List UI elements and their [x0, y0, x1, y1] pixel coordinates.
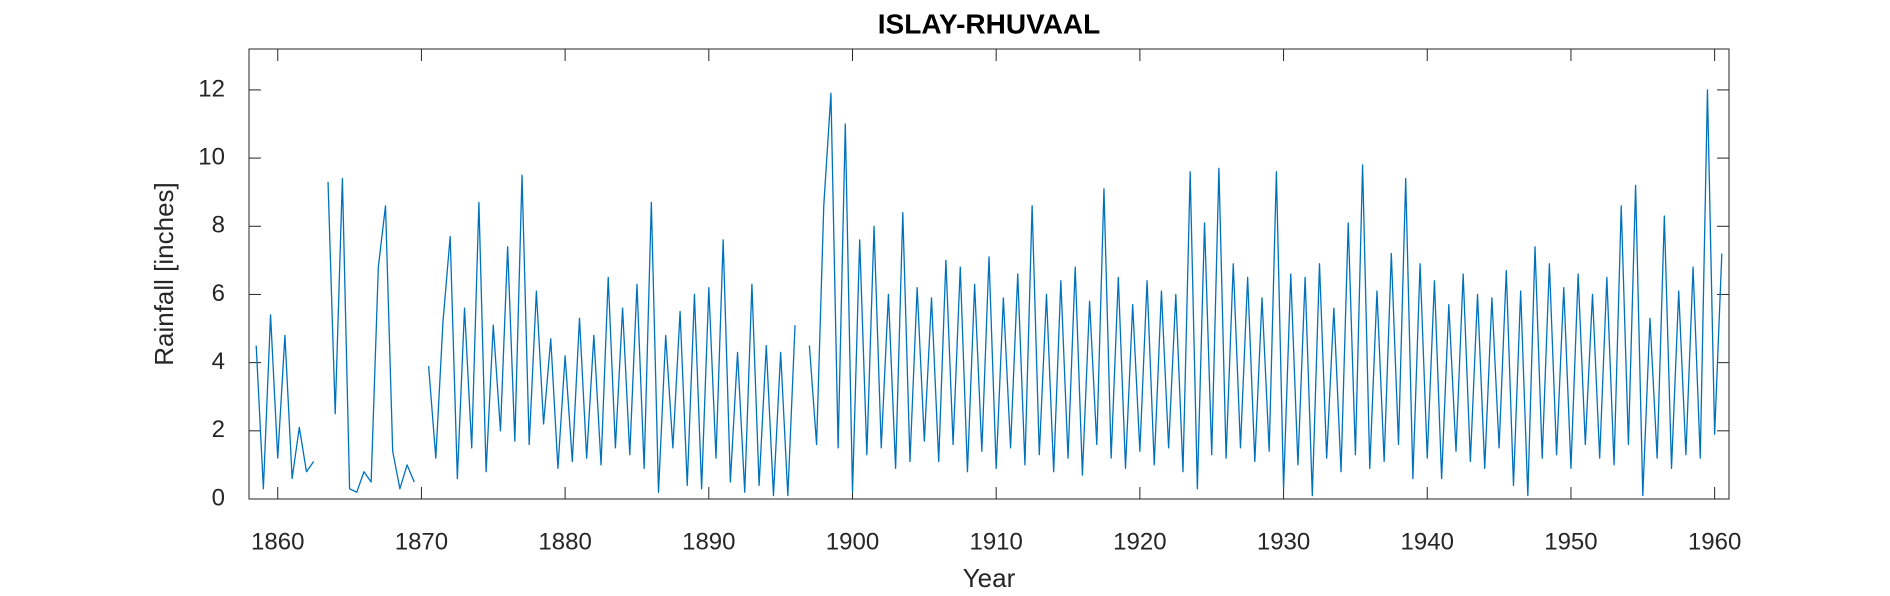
x-tick-label: 1950 [1544, 528, 1597, 555]
x-tick-label: 1940 [1401, 528, 1454, 555]
x-tick-label: 1960 [1688, 528, 1741, 555]
y-tick-label: 6 [212, 280, 225, 307]
y-tick-label: 2 [212, 416, 225, 443]
x-axis-label: Year [963, 563, 1016, 591]
y-tick-label: 0 [212, 484, 225, 511]
y-tick-label: 10 [198, 143, 225, 170]
x-tick-label: 1900 [826, 528, 879, 555]
x-tick-label: 1910 [969, 528, 1022, 555]
x-tick-label: 1870 [395, 528, 448, 555]
y-tick-label: 8 [212, 212, 225, 239]
x-tick-label: 1930 [1257, 528, 1310, 555]
x-tick-label: 1920 [1113, 528, 1166, 555]
chart-title: ISLAY-RHUVAAL [878, 8, 1100, 39]
y-tick-label: 4 [212, 348, 225, 375]
y-axis-label: Rainfall [inches] [149, 182, 179, 366]
y-tick-label: 12 [198, 75, 225, 102]
x-tick-label: 1890 [682, 528, 735, 555]
x-tick-label: 1880 [538, 528, 591, 555]
rainfall-line [255, 89, 1723, 497]
x-tick-label: 1860 [251, 528, 304, 555]
